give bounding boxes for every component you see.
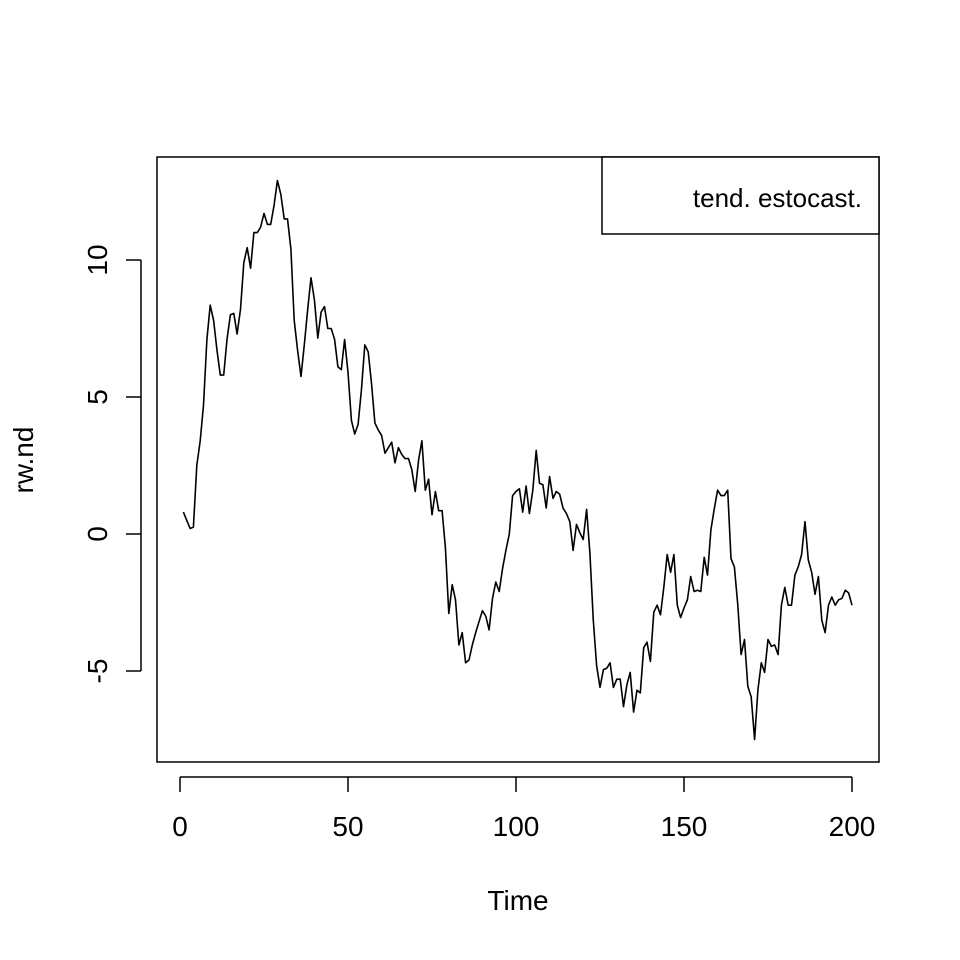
y-tick-label: -5 bbox=[82, 659, 113, 684]
x-tick-label: 0 bbox=[172, 811, 188, 842]
x-axis-label: Time bbox=[487, 885, 548, 916]
y-axis-label: rw.nd bbox=[8, 427, 39, 494]
y-tick-label: 5 bbox=[82, 389, 113, 405]
x-axis: 0 50 100 150 200 bbox=[172, 776, 876, 842]
y-tick-label: 0 bbox=[82, 526, 113, 542]
legend-box bbox=[601, 156, 880, 235]
y-tick-label: 10 bbox=[82, 244, 113, 275]
legend: tend. estocast. bbox=[601, 156, 880, 235]
series-line bbox=[182, 179, 853, 741]
y-axis: -5 0 5 10 bbox=[82, 244, 142, 684]
x-tick-label: 50 bbox=[332, 811, 363, 842]
x-tick-label: 150 bbox=[661, 811, 708, 842]
plot-box bbox=[156, 156, 880, 763]
legend-entry: tend. estocast. bbox=[693, 183, 862, 213]
x-tick-label: 200 bbox=[829, 811, 876, 842]
x-tick-label: 100 bbox=[493, 811, 540, 842]
